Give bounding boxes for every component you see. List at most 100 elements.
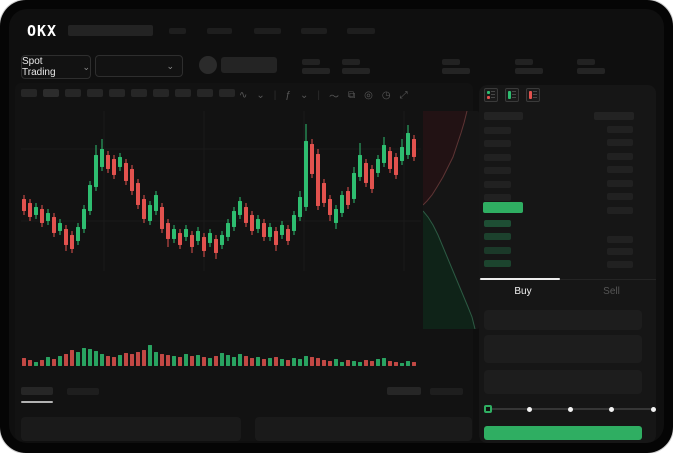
last-price-bar[interactable] — [483, 202, 523, 213]
buy-submit-button[interactable] — [484, 426, 642, 440]
interval-button-placeholder[interactable] — [21, 89, 37, 97]
bid-size-placeholder[interactable] — [607, 260, 633, 268]
up-mark — [508, 91, 511, 99]
candle — [262, 223, 266, 237]
nav-item-placeholder[interactable] — [301, 28, 327, 34]
ask-size-placeholder[interactable] — [607, 139, 633, 147]
candle — [394, 157, 398, 175]
interval-button-placeholder[interactable] — [197, 89, 213, 97]
nav-main-placeholder[interactable] — [68, 25, 153, 36]
bottom-action-1-placeholder[interactable] — [387, 387, 421, 395]
ask-row-placeholder[interactable] — [484, 127, 511, 134]
amount-slider[interactable] — [479, 402, 656, 416]
bid-size-placeholder[interactable] — [607, 236, 633, 243]
volume-bar — [94, 351, 98, 366]
slider-stop[interactable] — [650, 406, 656, 412]
candle — [244, 207, 248, 223]
interval-button-placeholder[interactable] — [153, 89, 169, 97]
chevron-down-icon: ⌄ — [82, 61, 90, 72]
ask-row-placeholder[interactable] — [484, 194, 511, 201]
total-input-placeholder[interactable] — [484, 370, 642, 394]
pair-dropdown[interactable]: ⌄ — [95, 55, 183, 77]
volume-bar — [28, 360, 32, 366]
interval-button-placeholder[interactable] — [87, 89, 103, 97]
nav-item-placeholder[interactable] — [254, 28, 281, 34]
nav-item-placeholder[interactable] — [347, 28, 375, 34]
bid-size-placeholder[interactable] — [607, 248, 633, 256]
slider-stop[interactable] — [609, 406, 615, 412]
bottom-action-2-placeholder[interactable] — [430, 388, 463, 395]
interval-button-placeholder[interactable] — [65, 89, 81, 97]
slider-stop[interactable] — [568, 406, 573, 412]
tab-sell[interactable]: Sell — [603, 286, 620, 297]
volume-bar — [208, 358, 212, 366]
ask-size-placeholder[interactable] — [607, 166, 633, 174]
volume-bar — [124, 353, 128, 366]
interval-button-placeholder[interactable] — [43, 89, 59, 97]
ask-depth-line — [422, 110, 468, 206]
price-input-placeholder[interactable] — [484, 310, 642, 330]
book-bids-toggle[interactable] — [505, 88, 519, 102]
bid-row-placeholder[interactable] — [484, 233, 511, 241]
stat-pair — [577, 59, 607, 75]
order-book-panel: Buy Sell — [479, 85, 656, 443]
buy-tab-underline — [480, 278, 560, 280]
interval-button-placeholder[interactable] — [175, 89, 191, 97]
snapshot-icon[interactable]: ◎ — [364, 90, 373, 101]
chevron-down-icon[interactable]: ⌄ — [299, 90, 309, 101]
ask-size-placeholder[interactable] — [607, 206, 633, 214]
book-all-toggle[interactable] — [484, 88, 498, 102]
stat-value-placeholder — [302, 68, 330, 74]
volume-bar — [226, 355, 230, 366]
candle — [124, 163, 128, 181]
market-type-selector[interactable]: Spot Trading ⌄ — [21, 55, 91, 79]
bottom-tab-2-placeholder[interactable] — [67, 388, 99, 395]
candle — [364, 163, 368, 183]
fullscreen-icon[interactable]: ⤢ — [399, 90, 408, 101]
amount-input-placeholder[interactable] — [484, 335, 642, 363]
book-asks-toggle[interactable] — [526, 88, 540, 102]
indicators-icon[interactable]: ƒ — [285, 90, 291, 101]
ask-size-placeholder[interactable] — [607, 152, 633, 160]
volume-bar — [322, 360, 326, 366]
volume-bar — [172, 356, 176, 366]
bid-row-placeholder[interactable] — [484, 220, 511, 227]
ask-row-placeholder[interactable] — [484, 167, 511, 175]
stat-pair — [515, 59, 545, 75]
curve-tool-icon[interactable]: 〜 — [328, 92, 339, 103]
volume-bar — [406, 361, 410, 366]
ask-size-placeholder[interactable] — [607, 193, 633, 201]
candle — [136, 183, 140, 205]
ask-size-placeholder[interactable] — [607, 179, 633, 187]
okx-logo[interactable]: OKX — [27, 22, 58, 40]
candle — [274, 231, 278, 245]
down-mark — [529, 91, 532, 99]
chevron-down-icon[interactable]: ⌄ — [256, 90, 265, 101]
ask-row-placeholder[interactable] — [484, 180, 511, 188]
tab-buy[interactable]: Buy — [514, 286, 532, 297]
bid-row-placeholder[interactable] — [484, 259, 511, 267]
interval-button-placeholder[interactable] — [131, 89, 147, 97]
volume-bar — [238, 354, 242, 366]
slider-handle[interactable] — [484, 405, 492, 413]
bid-row-placeholder[interactable] — [484, 246, 511, 254]
history-icon[interactable]: ◷ — [381, 90, 391, 101]
compare-icon[interactable]: ⧉ — [347, 90, 356, 101]
nav-item-placeholder[interactable] — [169, 28, 186, 34]
interval-button-placeholder[interactable] — [219, 89, 235, 97]
candle — [280, 225, 284, 235]
market-type-label: Spot Trading — [22, 56, 56, 78]
ask-row-placeholder[interactable] — [484, 153, 511, 161]
candle — [370, 169, 374, 189]
interval-button-placeholder[interactable] — [109, 89, 125, 97]
volume-bar — [40, 360, 44, 366]
chart-style-icon[interactable]: ∿ — [239, 90, 248, 101]
volume-bar — [214, 356, 218, 366]
nav-item-placeholder[interactable] — [207, 28, 232, 34]
slider-stop[interactable] — [526, 406, 532, 412]
ask-row-placeholder[interactable] — [484, 140, 511, 148]
ask-size-placeholder[interactable] — [607, 126, 633, 133]
candlestick-chart[interactable] — [21, 111, 421, 271]
candle — [148, 205, 152, 221]
bottom-tab-1-placeholder[interactable] — [21, 387, 53, 395]
